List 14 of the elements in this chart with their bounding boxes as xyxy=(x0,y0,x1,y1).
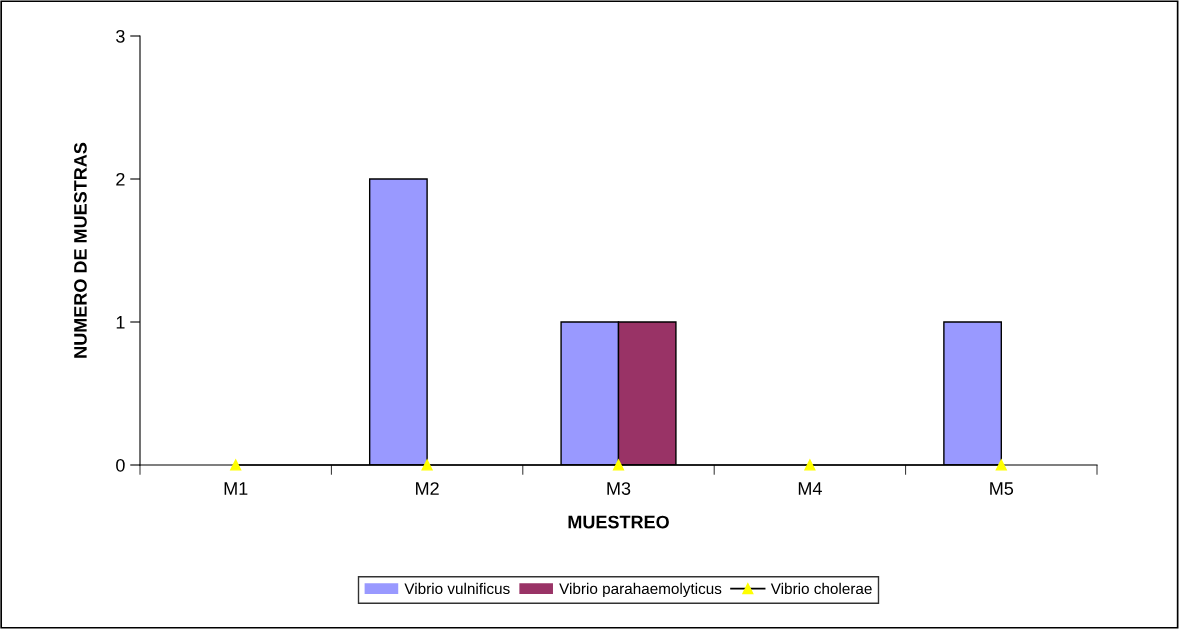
y-tick-label: 2 xyxy=(116,172,125,186)
x-tick-label: M4 xyxy=(798,482,822,495)
y-axis-title: NUMERO DE MUESTRAS xyxy=(74,142,87,358)
legend-label: Vibrio cholerae xyxy=(770,582,872,595)
legend-label: Vibrio parahaemolyticus xyxy=(559,582,722,598)
x-tick-label: M2 xyxy=(416,482,439,495)
legend-label: Vibrio vulnificus xyxy=(404,582,510,595)
y-tick-label: 3 xyxy=(116,29,125,43)
y-tick-label: 1 xyxy=(116,316,125,329)
x-tick-label: M1 xyxy=(224,482,248,495)
x-tick-label: M3 xyxy=(607,482,631,495)
x-axis-title: MUESTREO xyxy=(568,515,669,529)
x-tick-label: M5 xyxy=(990,482,1014,495)
y-tick-label: 0 xyxy=(116,458,125,472)
